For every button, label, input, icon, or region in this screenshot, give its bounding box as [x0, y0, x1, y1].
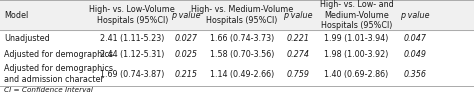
Text: CI = Confidence Interval: CI = Confidence Interval — [4, 87, 92, 93]
Text: p value: p value — [171, 11, 201, 20]
Text: Adjusted for demographics: Adjusted for demographics — [4, 50, 113, 59]
Text: 0.215: 0.215 — [174, 70, 197, 79]
Text: 0.027: 0.027 — [174, 34, 197, 43]
Text: 1.99 (1.01-3.94): 1.99 (1.01-3.94) — [324, 34, 389, 43]
Text: High- vs. Low- and
Medium-Volume
Hospitals (95%CI): High- vs. Low- and Medium-Volume Hospita… — [319, 0, 393, 30]
Text: p value: p value — [283, 11, 312, 20]
Text: 1.69 (0.74-3.87): 1.69 (0.74-3.87) — [100, 70, 164, 79]
Text: 0.356: 0.356 — [404, 70, 427, 79]
Text: 1.14 (0.49-2.66): 1.14 (0.49-2.66) — [210, 70, 274, 79]
Text: 1.98 (1.00-3.92): 1.98 (1.00-3.92) — [324, 50, 389, 59]
Text: 2.44 (1.12-5.31): 2.44 (1.12-5.31) — [100, 50, 164, 59]
Text: High- vs. Medium-Volume
Hospitals (95%CI): High- vs. Medium-Volume Hospitals (95%CI… — [191, 6, 293, 25]
Text: Model: Model — [4, 11, 28, 20]
Bar — [0, 0, 474, 30]
Text: Unadjusted: Unadjusted — [4, 34, 50, 43]
Text: 0.047: 0.047 — [404, 34, 427, 43]
Text: p value: p value — [401, 11, 430, 20]
Text: 1.40 (0.69-2.86): 1.40 (0.69-2.86) — [324, 70, 389, 79]
Text: 0.025: 0.025 — [174, 50, 197, 59]
Text: 0.221: 0.221 — [286, 34, 309, 43]
Text: 0.049: 0.049 — [404, 50, 427, 59]
Text: Adjusted for demographics
and admission character: Adjusted for demographics and admission … — [4, 64, 113, 84]
Text: 1.66 (0.74-3.73): 1.66 (0.74-3.73) — [210, 34, 274, 43]
Text: 0.274: 0.274 — [286, 50, 309, 59]
Text: 0.759: 0.759 — [286, 70, 309, 79]
Text: High- vs. Low-Volume
Hospitals (95%CI): High- vs. Low-Volume Hospitals (95%CI) — [90, 6, 175, 25]
Text: 1.58 (0.70-3.56): 1.58 (0.70-3.56) — [210, 50, 274, 59]
Text: 2.41 (1.11-5.23): 2.41 (1.11-5.23) — [100, 34, 164, 43]
